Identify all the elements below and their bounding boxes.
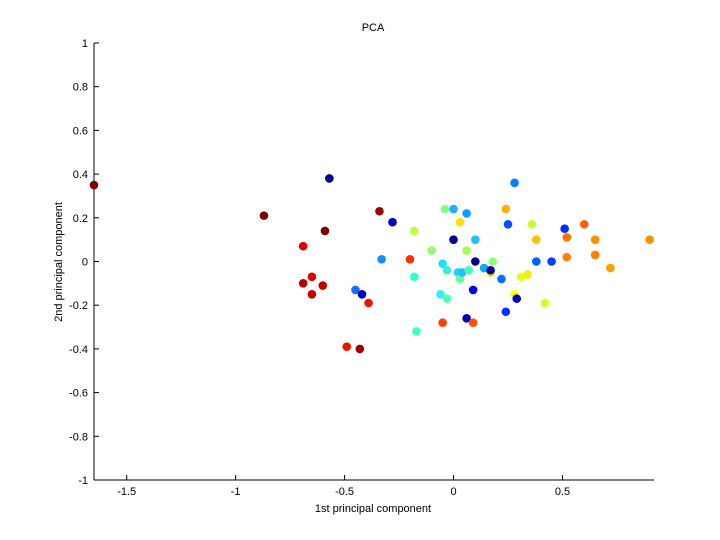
scatter-point xyxy=(377,255,386,264)
scatter-point xyxy=(325,174,334,183)
scatter-point xyxy=(547,257,556,266)
scatter-point xyxy=(562,233,572,242)
scatter-point xyxy=(440,204,450,214)
scatter-point xyxy=(357,289,367,299)
y-tick-label: 0 xyxy=(82,257,88,269)
scatter-point xyxy=(510,178,519,188)
scatter-point xyxy=(427,246,437,255)
scatter-point xyxy=(468,285,478,295)
scatter-point xyxy=(455,274,465,284)
scatter-point xyxy=(412,327,421,336)
scatter-point xyxy=(442,265,452,275)
scatter-point xyxy=(307,272,317,282)
scatter-point xyxy=(590,235,600,244)
scatter-point xyxy=(462,246,471,255)
y-tick-label: 0.8 xyxy=(73,82,88,94)
scatter-point xyxy=(405,255,415,264)
scatter-point xyxy=(457,268,467,277)
x-tick-label: 0.5 xyxy=(555,486,570,498)
plot-axes: -1.5 -1 -0.5 0 0.5 -1 -0.8 -0.6 -0.4 -0.2 0 0.2 0.4 0… xyxy=(69,38,654,498)
y-tick-label: -0.2 xyxy=(69,300,88,312)
scatter-point xyxy=(645,235,654,244)
y-tick-label: 0.2 xyxy=(73,213,88,225)
scatter-point xyxy=(375,206,384,216)
x-tick-label: -1.5 xyxy=(117,486,136,498)
y-tick-label: 1 xyxy=(82,38,88,50)
scatter-point xyxy=(532,235,541,244)
scatter-point xyxy=(606,263,615,273)
y-tick-label: -0.6 xyxy=(69,388,88,400)
x-tick-label: -0.5 xyxy=(335,486,354,498)
scatter-point xyxy=(501,307,511,317)
scatter-point xyxy=(464,265,474,275)
scatter-point xyxy=(410,272,419,282)
scatter-point xyxy=(471,257,480,266)
y-tick-label: 0.6 xyxy=(73,125,88,137)
scatter-point xyxy=(442,294,452,303)
scatter-point xyxy=(259,211,269,220)
scatter-point xyxy=(579,220,589,229)
scatter-point xyxy=(468,318,478,327)
scatter-point xyxy=(540,298,550,308)
scatter-point xyxy=(449,235,458,244)
scatter-point xyxy=(355,344,365,354)
scatter-point xyxy=(455,217,465,227)
scatter-point xyxy=(438,259,447,268)
scatter-point xyxy=(503,220,513,229)
scatter-point xyxy=(320,226,330,236)
scatter-point xyxy=(307,289,317,299)
scatter-point xyxy=(364,298,373,308)
scatter-point xyxy=(516,272,526,282)
scatter-point xyxy=(449,204,458,214)
scatter-point xyxy=(342,342,352,352)
chart-title: PCA xyxy=(362,22,385,34)
scatter-point xyxy=(486,265,495,275)
scatter-point xyxy=(532,257,541,266)
scatter-point xyxy=(462,209,471,218)
scatter-point xyxy=(488,257,498,266)
x-axis-label: 1st principal component xyxy=(315,503,431,515)
y-tick-label: 0.4 xyxy=(73,169,88,181)
scatter-point xyxy=(501,204,511,214)
scatter-point xyxy=(436,289,445,299)
scatter-point xyxy=(318,281,328,290)
y-tick-label: -0.8 xyxy=(69,431,88,443)
scatter-point xyxy=(512,294,522,303)
scatter-point xyxy=(351,285,360,295)
scatter-point xyxy=(410,226,419,236)
scatter-point xyxy=(298,241,308,251)
scatter-point xyxy=(560,224,569,234)
scatter-point xyxy=(89,180,99,190)
scatter-point xyxy=(497,274,506,284)
scatter-point xyxy=(562,252,572,262)
scatter-point xyxy=(523,270,532,279)
y-tick-label: -1 xyxy=(78,475,88,487)
y-tick-label: -0.4 xyxy=(69,344,88,356)
scatter-point xyxy=(438,318,447,327)
scatter-point xyxy=(479,263,489,273)
scatter-point xyxy=(298,279,308,288)
scatter-point xyxy=(527,220,537,229)
scatter-point xyxy=(388,217,397,227)
x-tick-label: -1 xyxy=(231,486,241,498)
scatter-point xyxy=(471,235,480,244)
scatter-point xyxy=(590,250,600,260)
data-points xyxy=(89,174,654,354)
y-axis-label: 2nd principal component xyxy=(53,202,65,322)
scatter-point xyxy=(462,314,471,323)
x-tick-label: 0 xyxy=(450,486,456,498)
